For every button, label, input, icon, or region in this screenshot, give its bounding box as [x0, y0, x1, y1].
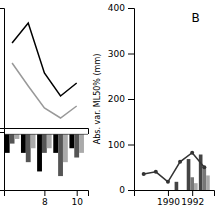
panel: 8 10 — [0, 133, 89, 208]
marker — [154, 170, 158, 174]
y-tick: 300 — [108, 49, 134, 59]
x-tick-label: 10 — [71, 197, 83, 207]
marker — [178, 160, 182, 164]
plot-area — [142, 151, 210, 190]
x-axis: 19901992 — [135, 190, 215, 207]
bar — [202, 166, 206, 190]
bar — [42, 134, 47, 153]
y-tick-mark — [128, 54, 134, 55]
x-tick-mark — [192, 190, 193, 196]
bar — [194, 183, 198, 190]
bar — [58, 134, 63, 176]
x-axis — [5, 129, 89, 135]
y-axis-line — [0, 133, 5, 191]
y-tick-mark — [128, 99, 134, 100]
line — [12, 63, 77, 118]
zero-line — [4, 134, 88, 135]
bar — [206, 175, 210, 190]
y-axis-line — [0, 9, 5, 129]
y-axis: 0 100 200 300 400 — [108, 3, 135, 195]
figure: 8 10 19901992 0 100 200 300 400 B Abs. var. ML50%… — [0, 0, 222, 222]
bar — [10, 134, 15, 143]
y-axis-title: Abs. var. ML50% (mm) — [93, 54, 102, 145]
bar — [175, 182, 179, 190]
y-tick: 400 — [108, 3, 134, 13]
bar — [138, 190, 142, 191]
bar — [26, 134, 31, 162]
y-tick-label: 300 — [108, 49, 125, 59]
x-tick-mark — [44, 190, 45, 196]
x-tick: 10 — [71, 190, 83, 207]
bar — [154, 190, 158, 191]
bar — [142, 190, 146, 191]
y-tick-mark — [128, 8, 134, 9]
line — [144, 153, 205, 182]
y-tick-label: 100 — [108, 140, 125, 150]
bar — [31, 134, 36, 148]
panel — [0, 9, 89, 135]
y-tick-label: 0 — [119, 185, 125, 195]
bar — [15, 134, 20, 139]
x-tick-mark — [77, 190, 78, 196]
y-axis-line — [128, 9, 135, 191]
bar — [158, 190, 162, 191]
bar — [182, 190, 186, 191]
bar — [37, 134, 42, 171]
bar — [166, 190, 170, 191]
y-tick-mark — [128, 145, 134, 146]
bar — [178, 190, 182, 191]
x-axis-line — [135, 191, 215, 197]
bar — [162, 190, 166, 191]
annotation: B — [192, 11, 200, 25]
y-axis — [0, 9, 5, 129]
marker — [166, 180, 170, 184]
bar — [187, 159, 191, 190]
bar — [199, 155, 203, 190]
marker — [142, 172, 146, 176]
bar — [150, 190, 154, 191]
plot-area — [12, 23, 77, 118]
y-tick-label: 200 — [108, 94, 125, 104]
x-axis-line — [5, 129, 89, 135]
bar — [146, 190, 150, 191]
plot-area — [4, 134, 88, 176]
bar — [170, 190, 174, 191]
bar — [47, 134, 52, 148]
x-tick-mark — [168, 190, 169, 196]
panel: 19901992 0 100 200 300 400 B Abs. var. ML50% (m… — [93, 3, 215, 207]
bar — [5, 134, 10, 153]
bar — [79, 134, 84, 153]
bar — [63, 134, 68, 162]
x-tick: 1992 — [181, 190, 204, 207]
x-tick-label: 1990 — [157, 197, 180, 207]
y-axis — [0, 133, 5, 191]
bar — [53, 134, 58, 153]
bar — [69, 134, 74, 148]
x-tick: 1990 — [157, 190, 180, 207]
x-tick: 8 — [42, 190, 48, 207]
line — [12, 23, 77, 96]
x-tick-label: 1992 — [181, 197, 204, 207]
y-tick: 0 — [119, 185, 134, 195]
y-tick: 200 — [108, 94, 134, 104]
y-tick-mark — [128, 190, 134, 191]
marker — [190, 151, 194, 155]
marker — [202, 165, 206, 169]
y-tick-label: 400 — [108, 3, 125, 13]
x-axis: 8 10 — [5, 190, 89, 207]
x-axis-line — [5, 191, 89, 197]
bar — [21, 134, 26, 153]
bar — [190, 177, 194, 190]
x-tick-label: 8 — [42, 197, 48, 207]
bar — [74, 134, 79, 157]
y-tick: 100 — [108, 140, 134, 150]
